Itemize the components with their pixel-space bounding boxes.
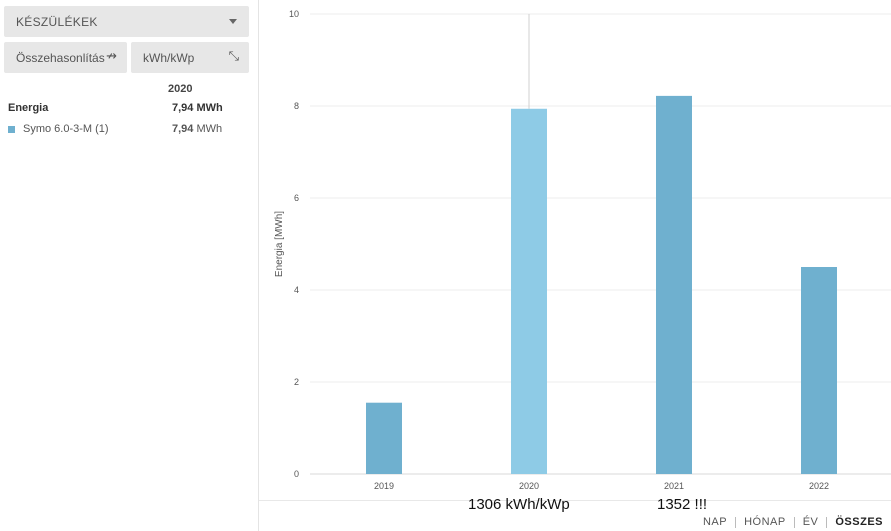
tab-day[interactable]: NAP: [702, 515, 728, 528]
y-tick-label: 10: [289, 9, 299, 19]
x-tick-label: 2022: [809, 481, 829, 491]
tab-year[interactable]: ÉV: [793, 516, 827, 528]
tab-total[interactable]: ÖSSZES: [826, 516, 891, 528]
period-tabs: NAP HÓNAP ÉV ÖSSZES: [695, 513, 891, 531]
y-tick-label: 8: [294, 101, 299, 111]
y-axis-label: Energia [MWh]: [274, 211, 285, 277]
devices-dropdown-label: KÉSZÜLÉKEK: [16, 14, 98, 29]
device-unit: MWh: [196, 123, 223, 135]
y-tick-label: 0: [294, 469, 299, 479]
energy-unit: MWh: [196, 102, 223, 114]
summary-row-device[interactable]: Symo 6.0-3-M (1) 7,94 MWh: [8, 123, 248, 139]
energy-value-cell: 7,94 MWh: [172, 102, 223, 114]
bar-2022: [801, 267, 837, 474]
devices-dropdown[interactable]: KÉSZÜLÉKEK: [4, 6, 249, 37]
summary-row-energy: Energia 7,94 MWh: [8, 102, 248, 118]
y-tick-label: 4: [294, 285, 299, 295]
annotation-2020: 1306 kWh/kWp: [468, 496, 570, 513]
energy-bar-chart: 0 2 4 6 8 10 Energia [MWh] 2019 2020 2021 2022: [274, 9, 891, 491]
bar-2021: [656, 95, 692, 474]
bar-2020: [511, 108, 547, 474]
unit-button[interactable]: kWh/kWp ⤡: [131, 42, 249, 73]
compare-arrows-icon: ↛: [106, 49, 117, 64]
summary-column-year: 2020: [168, 83, 193, 95]
compare-button-label: Összehasonlítás: [16, 50, 105, 65]
y-tick-label: 6: [294, 193, 299, 203]
compare-button[interactable]: Összehasonlítás ↛: [4, 42, 127, 73]
y-tick-label: 2: [294, 377, 299, 387]
chart-bottom-divider: [259, 500, 891, 501]
energy-value: 7,94: [172, 102, 194, 114]
caret-down-icon: [229, 19, 237, 24]
energy-label: Energia: [8, 102, 49, 114]
device-legend-swatch: [8, 126, 15, 133]
x-tick-label: 2020: [519, 481, 539, 491]
device-value-cell: 7,94 MWh: [172, 123, 222, 135]
device-name: Symo 6.0-3-M (1): [23, 123, 109, 135]
sidebar: KÉSZÜLÉKEK Összehasonlítás ↛ kWh/kWp ⤡ 2…: [0, 0, 259, 531]
unit-button-label: kWh/kWp: [143, 50, 195, 65]
x-tick-label: 2019: [374, 481, 394, 491]
resize-diagonal-icon: ⤡: [228, 49, 239, 64]
annotation-2021: 1352 !!!: [657, 496, 708, 513]
bar-2019: [366, 402, 402, 474]
x-tick-label: 2021: [664, 481, 684, 491]
tab-month[interactable]: HÓNAP: [735, 516, 794, 528]
device-value: 7,94: [172, 123, 194, 135]
